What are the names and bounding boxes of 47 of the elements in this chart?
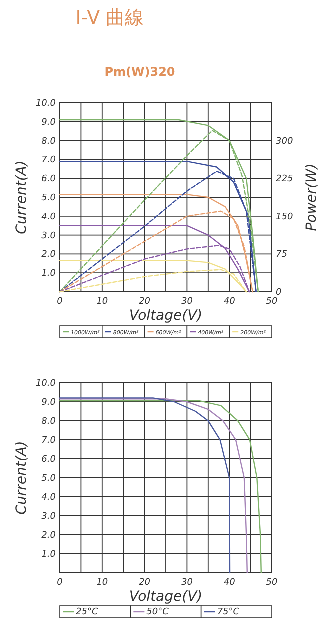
- y-tick-label: 5.0: [42, 474, 56, 484]
- y-tick-label: 5.0: [42, 194, 56, 204]
- y-axis-title: Current(A): [14, 441, 30, 515]
- y-tick-label: 8.0: [42, 417, 56, 427]
- y-tick-label: 10.0: [36, 379, 56, 389]
- y-tick-label: 8.0: [42, 136, 56, 147]
- legend-label: 75°C: [217, 608, 240, 618]
- x-tick-label: 20: [139, 578, 151, 588]
- y2-tick-label: 150: [276, 212, 294, 222]
- x-tick-label: 30: [181, 578, 194, 588]
- legend-label: 50°C: [146, 608, 170, 618]
- y2-axis-title: Power(W): [304, 164, 320, 232]
- y-tick-label: 6.0: [42, 455, 56, 465]
- y-tick-label: 3.0: [42, 231, 56, 242]
- y-tick-label: 4.0: [42, 493, 56, 503]
- y2-tick-label: 225: [276, 174, 294, 185]
- x-tick-label: 10: [96, 297, 108, 307]
- x-tick-label: 50: [266, 578, 278, 588]
- x-tick-label: 30: [181, 297, 194, 307]
- y2-tick-label: 0: [276, 288, 282, 298]
- y-tick-label: 7.0: [42, 436, 56, 446]
- x-axis-title: Voltage(V): [129, 308, 203, 324]
- y-tick-label: 4.0: [42, 212, 56, 222]
- y2-tick-label: 75: [276, 250, 288, 260]
- x-tick-label: 0: [57, 578, 64, 588]
- legend-label: 25°C: [76, 608, 99, 618]
- y-tick-label: 2.0: [42, 250, 56, 260]
- y-tick-label: 7.0: [42, 156, 56, 166]
- x-axis-title: Voltage(V): [129, 589, 203, 605]
- y2-tick-label: 300: [276, 136, 294, 147]
- y-tick-label: 10.0: [36, 99, 56, 109]
- x-tick-label: 40: [224, 297, 236, 307]
- x-tick-label: 40: [224, 578, 236, 588]
- y-axis-title: Current(A): [14, 160, 30, 234]
- x-tick-label: 0: [57, 297, 64, 307]
- y-tick-label: 9.0: [42, 398, 56, 408]
- chart-title: I-V 曲線: [76, 7, 144, 29]
- x-tick-label: 50: [266, 297, 278, 307]
- chart-subtitle: Pm(W)320: [104, 65, 176, 79]
- y-tick-label: 1.0: [42, 269, 56, 280]
- y-tick-label: 9.0: [42, 118, 56, 128]
- y-tick-label: 3.0: [42, 512, 56, 522]
- x-tick-label: 20: [139, 297, 151, 307]
- x-tick-label: 10: [96, 578, 108, 588]
- y-tick-label: 1.0: [42, 550, 56, 560]
- y-tick-label: 2.0: [42, 531, 56, 541]
- y-tick-label: 6.0: [42, 174, 56, 185]
